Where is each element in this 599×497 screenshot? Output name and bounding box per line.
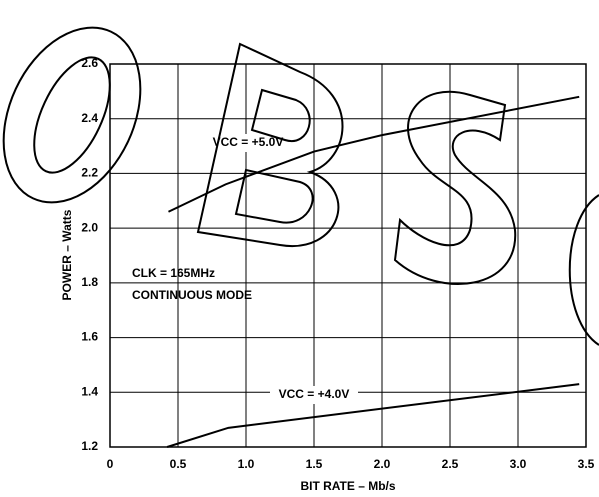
- watermark-o2: [570, 195, 599, 345]
- x-tick-label: 0: [107, 457, 114, 471]
- y-tick-label: 1.2: [81, 439, 98, 453]
- y-tick-label: 1.6: [81, 330, 98, 344]
- x-tick-label: 1.0: [238, 457, 255, 471]
- y-tick-label: 2.0: [81, 220, 98, 234]
- annotation: CONTINUOUS MODE: [132, 288, 252, 302]
- series-line: [167, 384, 579, 447]
- x-tick-label: 0.5: [170, 457, 187, 471]
- x-tick-label: 3.5: [578, 457, 595, 471]
- x-axis-label: BIT RATE – Mb/s: [300, 479, 395, 493]
- y-tick-label: 1.4: [81, 384, 98, 398]
- x-tick-label: 1.5: [306, 457, 323, 471]
- y-axis-label: POWER – Watts: [60, 209, 74, 300]
- series-label: VCC = +4.0V: [279, 387, 350, 401]
- x-tick-label: 3.0: [510, 457, 527, 471]
- chart: VCC = +5.0VVCC = +4.0V BIT RATE – Mb/s P…: [0, 0, 599, 497]
- y-tick-label: 2.4: [81, 111, 98, 125]
- y-tick-label: 1.8: [81, 275, 98, 289]
- x-tick-label: 2.5: [442, 457, 459, 471]
- annotation: CLK = 165MHz: [132, 266, 215, 280]
- y-tick-label: 2.2: [81, 166, 98, 180]
- y-tick-label: 2.6: [81, 56, 98, 70]
- x-tick-label: 2.0: [374, 457, 391, 471]
